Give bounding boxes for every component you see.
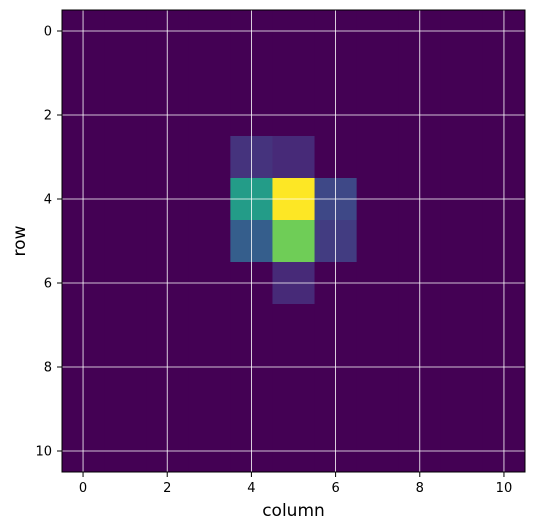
heatmap-cell: [188, 136, 231, 179]
plot-frame: [61, 9, 526, 473]
heatmap-cell: [104, 52, 147, 95]
heatmap-cell: [272, 136, 316, 179]
y-axis-label: row: [10, 225, 30, 256]
x-tick-label: 10: [496, 481, 513, 496]
heatmap-cell: [272, 388, 316, 431]
heatmap-cell: [188, 52, 231, 95]
y-tick-label: 10: [35, 445, 52, 460]
heatmap-cell: [188, 304, 231, 347]
y-tick-label: 8: [44, 361, 52, 376]
heatmap-cell: [272, 52, 316, 95]
heatmap-cell: [188, 220, 231, 263]
heatmap-cell: [272, 304, 316, 347]
y-tick-label: 2: [44, 109, 52, 124]
x-tick-label: 2: [163, 481, 171, 496]
heatmap-cells: [62, 10, 526, 473]
grid-lines: [62, 10, 525, 472]
y-tick-label: 0: [44, 25, 52, 40]
x-tick-label: 4: [247, 481, 255, 496]
heatmap-cell: [440, 136, 484, 179]
x-axis-ticks: 0 2 4 6 8 10: [79, 472, 512, 496]
heatmap-cell: [440, 52, 484, 95]
heatmap-cell: [356, 304, 400, 347]
heatmap-cell: [104, 388, 147, 431]
y-tick-label: 4: [44, 193, 52, 208]
heatmap-cell: [104, 136, 147, 179]
heatmap-cell: [104, 304, 147, 347]
y-tick-label: 6: [44, 277, 52, 292]
heatmap-cell: [440, 220, 484, 263]
y-axis-ticks: 0 2 4 6 8 10: [35, 25, 62, 460]
heatmap-cell: [356, 388, 400, 431]
heatmap-cell: [272, 220, 316, 263]
heatmap-cell: [188, 388, 231, 431]
x-tick-label: 0: [79, 481, 87, 496]
heatmap-cell: [440, 304, 484, 347]
heatmap-cell: [440, 388, 484, 431]
x-tick-label: 6: [331, 481, 339, 496]
heatmap-cell: [356, 52, 400, 95]
heatmap-cell: [104, 220, 147, 263]
heatmap-cell: [356, 220, 400, 263]
x-tick-label: 8: [416, 481, 424, 496]
x-axis-label: column: [262, 501, 325, 521]
heatmap-cell: [356, 136, 400, 179]
